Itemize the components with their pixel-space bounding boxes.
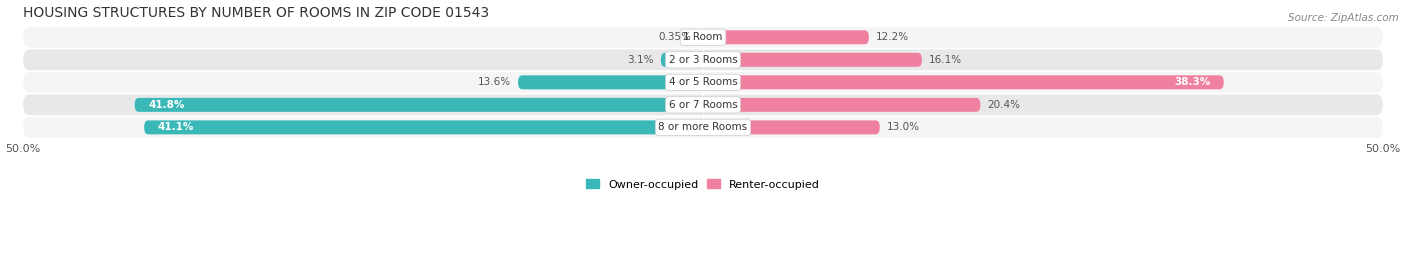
FancyBboxPatch shape xyxy=(703,121,880,134)
Text: 13.6%: 13.6% xyxy=(478,77,512,87)
FancyBboxPatch shape xyxy=(145,121,703,134)
FancyBboxPatch shape xyxy=(517,75,703,89)
Legend: Owner-occupied, Renter-occupied: Owner-occupied, Renter-occupied xyxy=(581,175,825,194)
Text: HOUSING STRUCTURES BY NUMBER OF ROOMS IN ZIP CODE 01543: HOUSING STRUCTURES BY NUMBER OF ROOMS IN… xyxy=(22,6,489,20)
FancyBboxPatch shape xyxy=(703,53,922,67)
Text: 12.2%: 12.2% xyxy=(876,32,908,42)
FancyBboxPatch shape xyxy=(703,98,980,112)
FancyBboxPatch shape xyxy=(135,98,703,112)
FancyBboxPatch shape xyxy=(22,27,1384,48)
FancyBboxPatch shape xyxy=(699,30,703,44)
FancyBboxPatch shape xyxy=(703,30,869,44)
FancyBboxPatch shape xyxy=(22,72,1384,93)
Text: 8 or more Rooms: 8 or more Rooms xyxy=(658,122,748,132)
Text: 4 or 5 Rooms: 4 or 5 Rooms xyxy=(669,77,737,87)
Text: 2 or 3 Rooms: 2 or 3 Rooms xyxy=(669,55,737,65)
Text: 6 or 7 Rooms: 6 or 7 Rooms xyxy=(669,100,737,110)
Text: 1 Room: 1 Room xyxy=(683,32,723,42)
FancyBboxPatch shape xyxy=(703,75,1223,89)
FancyBboxPatch shape xyxy=(661,53,703,67)
FancyBboxPatch shape xyxy=(22,94,1384,115)
Text: 41.8%: 41.8% xyxy=(148,100,184,110)
Text: 20.4%: 20.4% xyxy=(987,100,1021,110)
Text: 41.1%: 41.1% xyxy=(157,122,194,132)
FancyBboxPatch shape xyxy=(22,117,1384,138)
Text: 0.35%: 0.35% xyxy=(658,32,692,42)
Text: Source: ZipAtlas.com: Source: ZipAtlas.com xyxy=(1288,13,1399,23)
Text: 16.1%: 16.1% xyxy=(929,55,962,65)
Text: 3.1%: 3.1% xyxy=(627,55,654,65)
Text: 38.3%: 38.3% xyxy=(1174,77,1211,87)
Text: 13.0%: 13.0% xyxy=(887,122,920,132)
FancyBboxPatch shape xyxy=(22,49,1384,70)
